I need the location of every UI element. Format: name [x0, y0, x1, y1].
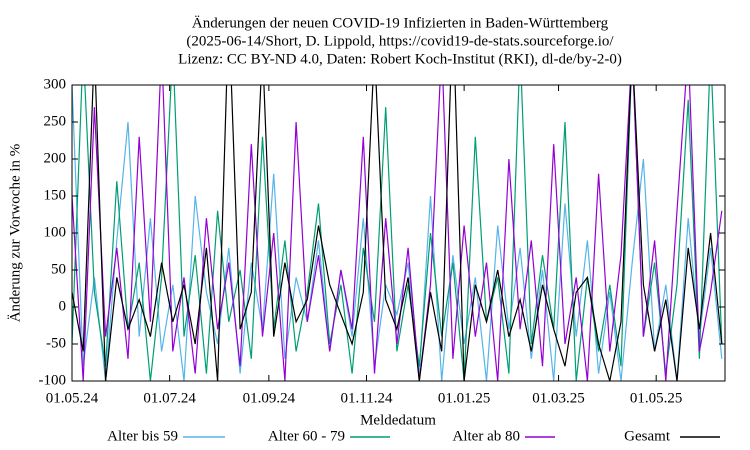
y-tick-label: 250 [44, 113, 67, 129]
y-tick-label: 300 [44, 76, 67, 92]
legend-label: Gesamt [624, 428, 671, 444]
x-tick-label: 01.03.25 [532, 390, 585, 406]
y-tick-label: 100 [44, 224, 67, 240]
chart-title: Änderungen der neuen COVID-19 Infizierte… [192, 14, 609, 31]
x-tick-label: 01.05.24 [46, 390, 99, 406]
legend-label: Alter ab 80 [453, 428, 520, 444]
x-tick-label: 01.07.24 [143, 390, 196, 406]
plot-area [72, 85, 723, 381]
legend-label: Alter 60 - 79 [268, 428, 345, 444]
y-tick-label: -100 [39, 372, 67, 388]
y-tick-label: 150 [44, 187, 67, 203]
series-line [72, 85, 723, 381]
series-line [72, 85, 723, 381]
chart-license: Lizenz: CC BY-ND 4.0, Daten: Robert Koch… [178, 51, 622, 67]
x-tick-label: 01.11.24 [341, 390, 393, 406]
y-axis-label: Änderung zur Vorwoche in % [6, 144, 23, 323]
y-tick-label: 0 [59, 298, 67, 314]
x-tick-label: 01.05.25 [630, 390, 683, 406]
chart-subtitle: (2025-06-14/Short, D. Lippold, https://c… [186, 33, 614, 49]
y-tick-label: -50 [46, 335, 66, 351]
x-tick-label: 01.01.25 [438, 390, 491, 406]
plot-frame [71, 84, 726, 382]
x-tick-label: 01.09.24 [243, 390, 296, 406]
y-tick-label: 50 [51, 261, 66, 277]
x-axis-label: Meldedatum [360, 412, 436, 428]
y-tick-label: 200 [44, 150, 67, 166]
series-line [72, 85, 723, 381]
legend-label: Alter bis 59 [107, 428, 178, 444]
